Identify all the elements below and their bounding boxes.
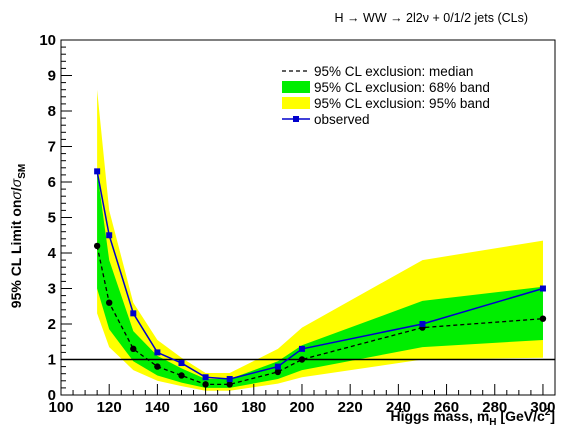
y-tick-label: 4 (48, 245, 57, 262)
observed-point (298, 345, 305, 352)
y-tick-label: 3 (48, 281, 56, 298)
y-tick-label: 5 (48, 210, 56, 227)
median-point (154, 363, 161, 370)
y-axis-title: 95% CL Limit onσ/σSM (8, 164, 28, 308)
y-tick-label: 10 (39, 32, 56, 49)
y-tick-label: 1 (48, 352, 56, 369)
y-tick-label: 8 (48, 103, 56, 120)
legend-label: observed (314, 112, 370, 127)
chart-title: H → WW → 2l2ν + 0/1/2 jets (CLs) (335, 11, 528, 25)
legend-marker (293, 116, 299, 122)
band-layer (97, 89, 543, 391)
median-point (274, 368, 282, 376)
observed-point (178, 360, 185, 367)
median-point (298, 356, 306, 363)
axis-ticks: 100 120 140 160 180 200 220 240 260 280 300 0 1 2 3 4 5 6… (39, 32, 555, 416)
observed-point (94, 168, 101, 175)
observed-point (226, 376, 233, 383)
y-tick-label: 6 (48, 174, 56, 191)
median-point (539, 315, 547, 322)
median-point (178, 372, 185, 379)
x-tick-label: 200 (289, 399, 314, 416)
markers-layer (93, 168, 547, 388)
legend-label: 95% CL exclusion: median (314, 64, 473, 79)
y-tick-label: 0 (48, 387, 56, 404)
legend-label: 95% CL exclusion: 95% band (314, 96, 490, 111)
x-tick-label: 160 (193, 399, 218, 416)
observed-point (274, 363, 281, 370)
observed-point (419, 321, 426, 327)
y-tick-label: 2 (48, 316, 56, 333)
legend-label: 95% CL exclusion: 68% band (314, 80, 490, 95)
observed-point (106, 232, 113, 239)
x-tick-label: 300 (530, 399, 555, 416)
median-point (105, 299, 113, 306)
y-tick-label: 9 (48, 68, 56, 85)
legend-swatch (282, 97, 310, 109)
observed-point (539, 285, 546, 292)
x-tick-label: 120 (97, 399, 122, 416)
x-tick-label: 180 (241, 399, 266, 416)
observed-point (154, 349, 161, 356)
x-tick-label: 140 (145, 399, 170, 416)
x-tick-label: 260 (434, 399, 459, 416)
observed-point (130, 310, 137, 317)
median-point (130, 345, 137, 353)
x-tick-label: 280 (482, 399, 507, 416)
x-tick-label: 100 (48, 399, 73, 416)
median-point (93, 242, 101, 250)
median-point (226, 381, 233, 388)
x-tick-label: 220 (338, 399, 363, 416)
x-tick-label: 240 (386, 399, 411, 416)
y-tick-label: 7 (48, 139, 56, 156)
observed-point (202, 374, 209, 381)
legend-swatch (282, 81, 310, 93)
band-68 (97, 171, 543, 388)
x-axis-title: Higgs mass, mH [GeV/c2] (390, 407, 555, 428)
